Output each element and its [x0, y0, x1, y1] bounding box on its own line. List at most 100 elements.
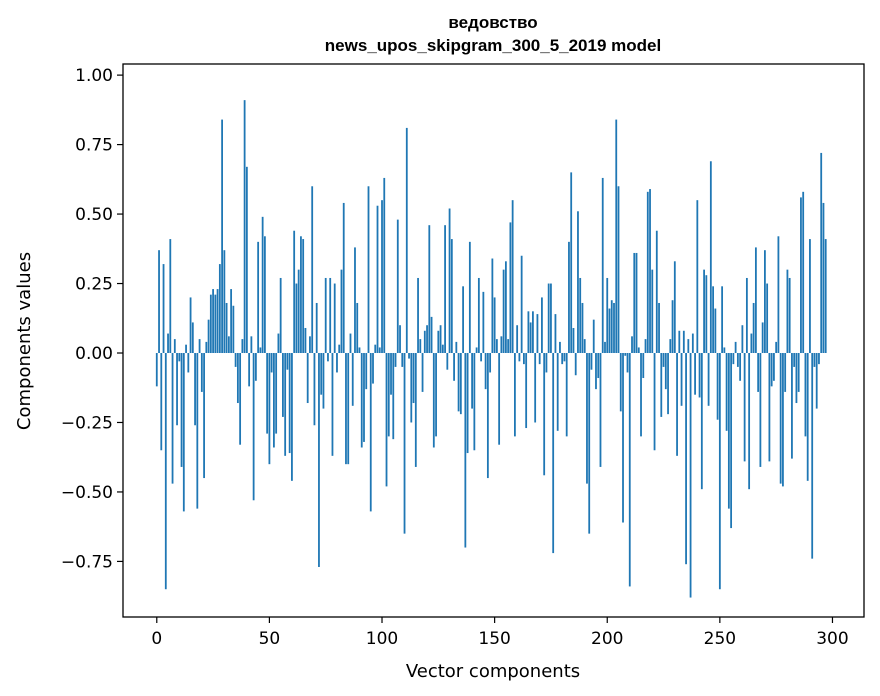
- bar: [435, 353, 437, 437]
- bar: [768, 353, 771, 462]
- bar: [689, 353, 692, 598]
- bar: [610, 300, 613, 354]
- bar: [671, 300, 674, 354]
- bar: [417, 277, 419, 353]
- bar: [155, 353, 158, 387]
- bar: [475, 347, 478, 354]
- bar: [304, 327, 307, 353]
- bar: [338, 344, 341, 354]
- bar: [392, 353, 395, 440]
- bar: [473, 353, 476, 451]
- bar: [541, 297, 543, 354]
- bar: [372, 353, 374, 384]
- bar: [223, 250, 226, 354]
- bar: [282, 353, 284, 417]
- bar: [158, 250, 160, 354]
- bar: [261, 216, 264, 354]
- chart-title: ведовство: [448, 13, 537, 32]
- bar: [428, 225, 431, 354]
- bar: [295, 283, 298, 353]
- bar: [171, 353, 174, 484]
- bar: [651, 269, 654, 354]
- bar: [187, 353, 190, 373]
- bar: [707, 353, 710, 406]
- bar: [788, 277, 791, 353]
- bar: [340, 269, 343, 354]
- bar: [313, 353, 316, 426]
- bar: [712, 286, 714, 353]
- bar: [200, 353, 203, 392]
- bar: [615, 119, 618, 354]
- bar: [453, 353, 455, 381]
- bar: [385, 353, 388, 487]
- bar: [757, 353, 760, 392]
- plot-frame: [122, 63, 865, 618]
- bar: [725, 353, 728, 431]
- y-tick-label: 0.25: [75, 275, 113, 295]
- bar: [270, 353, 273, 373]
- bar: [376, 205, 379, 353]
- bar: [532, 311, 534, 353]
- bar: [703, 269, 705, 354]
- bar: [682, 330, 685, 353]
- bar: [450, 239, 453, 353]
- bar: [619, 353, 622, 412]
- bar: [430, 316, 433, 354]
- bar: [818, 353, 820, 365]
- bar: [730, 353, 733, 529]
- bar: [448, 208, 451, 353]
- bar: [599, 353, 602, 467]
- bar: [495, 339, 498, 353]
- bar: [824, 239, 827, 353]
- bar: [394, 353, 397, 367]
- bar: [173, 339, 176, 353]
- bar: [705, 275, 708, 354]
- bar: [489, 353, 492, 373]
- bar: [500, 336, 503, 353]
- bar: [516, 325, 519, 354]
- bar: [538, 353, 541, 365]
- bar: [764, 250, 766, 354]
- bar: [347, 353, 350, 465]
- x-tick-label: 150: [478, 629, 510, 649]
- bar: [552, 353, 555, 554]
- bar: [563, 353, 566, 362]
- bar: [365, 353, 368, 390]
- bar: [811, 353, 814, 559]
- bar: [252, 353, 255, 501]
- bar: [491, 258, 494, 353]
- bar: [169, 239, 172, 353]
- bar: [387, 353, 390, 437]
- x-tick-label: 200: [591, 629, 623, 649]
- y-tick-label: 0.50: [75, 205, 113, 225]
- bar: [782, 353, 784, 487]
- x-axis-ticks: 0 50 100 150 200 250 300: [151, 617, 849, 649]
- bar: [624, 353, 627, 356]
- bar: [360, 353, 363, 448]
- bar: [809, 239, 811, 353]
- bar: [241, 339, 244, 353]
- bar: [227, 336, 230, 353]
- bar: [333, 283, 336, 353]
- bar: [565, 353, 568, 437]
- bar: [520, 255, 523, 353]
- bar: [514, 353, 516, 437]
- bar: [414, 353, 417, 467]
- bar: [581, 302, 584, 353]
- bar: [216, 289, 219, 353]
- bar: [545, 353, 548, 373]
- bar: [363, 353, 365, 442]
- bar: [477, 277, 480, 353]
- y-axis-ticks: 1.00 0.75 0.50 0.25 0.00 −0.25 −0.50 −0.75: [61, 66, 123, 572]
- bar: [423, 330, 426, 353]
- bar: [504, 261, 507, 353]
- bar: [203, 353, 205, 479]
- y-tick-label: 0.00: [75, 344, 113, 364]
- bar: [518, 353, 521, 362]
- bar: [646, 191, 649, 354]
- bar: [455, 341, 458, 354]
- bar: [412, 353, 415, 404]
- bar: [775, 341, 778, 354]
- bar: [383, 177, 386, 353]
- bar: [586, 353, 588, 484]
